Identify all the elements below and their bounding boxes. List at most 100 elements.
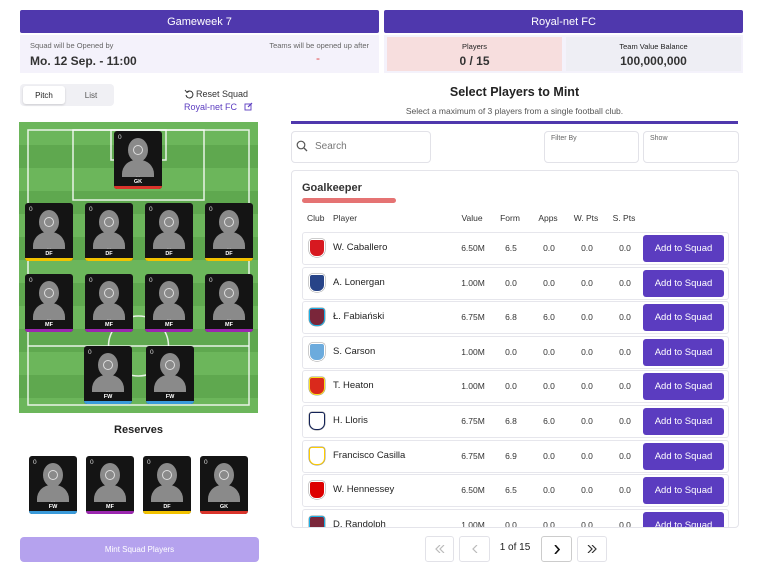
- pitch: [19, 122, 258, 413]
- position-bar: [25, 258, 73, 261]
- stat: 0.0: [543, 346, 555, 357]
- add-icon: [162, 470, 172, 480]
- position-bar: [146, 401, 194, 404]
- mint-button[interactable]: Mint Squad Players: [20, 537, 259, 562]
- filter-select[interactable]: [544, 131, 639, 163]
- player-row: Francisco Casilla 6.75M 6.9 0.0 0.0 0.0 Add to…: [302, 439, 729, 473]
- card-name: ...: [105, 388, 111, 394]
- stat: 0.0: [581, 485, 593, 496]
- tab[interactable]: List: [84, 90, 98, 100]
- position-bar: [84, 401, 132, 404]
- team-bar: Royal-net FC: [384, 10, 743, 33]
- player-row: H. Lloris 6.75M 6.8 6.0 0.0 0.0 Add to Squad: [302, 405, 729, 438]
- player-row: W. Hennessey 6.50M 6.5 0.0 0.0 0.0 Add to Squa…: [302, 474, 729, 508]
- card-name: ...: [106, 245, 112, 251]
- card-position: FW: [165, 394, 175, 400]
- date: Mo. 12 Sep. - 11:00: [30, 54, 137, 68]
- card-points: 0: [89, 206, 93, 213]
- add-icon: [164, 288, 174, 298]
- silhouette-body: [37, 485, 69, 502]
- section-underline: [302, 198, 396, 203]
- card-name: ...: [166, 316, 172, 322]
- player-card[interactable]: 0... DF: [205, 203, 253, 261]
- player-card[interactable]: 0... GK: [200, 456, 248, 514]
- player-card[interactable]: 0... MF: [205, 274, 253, 332]
- stat: 0.0: [505, 277, 517, 288]
- stat: 0.0: [543, 450, 555, 461]
- stat: 0.0: [619, 485, 631, 496]
- add-icon: [44, 217, 54, 227]
- add-button[interactable]: Add to Squad: [643, 442, 724, 470]
- player-card[interactable]: 0... MF: [25, 274, 73, 332]
- pitch-stripe: [19, 214, 258, 237]
- player-card[interactable]: 0... DF: [143, 456, 191, 514]
- card-position: DF: [225, 251, 233, 257]
- silhouette-body: [93, 232, 125, 249]
- club-badge: [309, 273, 325, 292]
- pitch-stripe: [19, 283, 258, 306]
- position-bar: [145, 329, 193, 332]
- last-page[interactable]: [577, 536, 607, 562]
- player-name: S. Carson: [333, 345, 376, 357]
- silhouette-body: [208, 485, 240, 502]
- player-card[interactable]: 0... DF: [85, 203, 133, 261]
- add-icon: [224, 217, 234, 227]
- reset-button[interactable]: Reset Squad: [196, 89, 249, 99]
- player-card[interactable]: 0... FW: [29, 456, 77, 514]
- add-button[interactable]: Add to Squad: [643, 511, 724, 527]
- column-header: Club: [307, 213, 325, 223]
- card-name: ...: [164, 498, 170, 504]
- player-card[interactable]: 0... MF: [145, 274, 193, 332]
- player-name: T. Heaton: [333, 380, 374, 392]
- add-button[interactable]: Add to Squad: [643, 269, 724, 297]
- first-page[interactable]: [425, 536, 454, 562]
- player-row: D. Randolph 1.00M 0.0 0.0 0.0 0.0 Add to Squad: [302, 508, 729, 528]
- add-button[interactable]: Add to Squad: [643, 304, 724, 332]
- team-link[interactable]: Royal-net FC: [184, 102, 238, 112]
- silhouette-body: [122, 160, 154, 177]
- player-card[interactable]: 0... DF: [145, 203, 193, 261]
- player-card[interactable]: 0... MF: [85, 274, 133, 332]
- player-card[interactable]: 0... FW: [84, 346, 132, 404]
- card-position: FW: [48, 504, 58, 510]
- column-header: Value: [461, 213, 483, 223]
- player-card[interactable]: 0... DF: [25, 203, 73, 261]
- stat: 6.0: [543, 416, 555, 426]
- prev-page[interactable]: [459, 536, 490, 562]
- card-position: GK: [133, 179, 143, 185]
- card-name: ...: [226, 316, 232, 322]
- club-badge: [309, 308, 325, 327]
- add-icon: [219, 470, 229, 480]
- card-points: 0: [149, 206, 153, 213]
- player-card[interactable]: 0... MF: [86, 456, 134, 514]
- card-position: GK: [219, 504, 229, 510]
- tab[interactable]: Pitch: [23, 86, 65, 104]
- divider: [291, 121, 738, 124]
- add-button[interactable]: Add to Squad: [643, 235, 724, 262]
- stat: 0.0: [505, 519, 517, 528]
- stat: 0.0: [505, 381, 517, 392]
- pitch-stripe: [19, 375, 258, 398]
- edit-icon[interactable]: [244, 102, 253, 111]
- player-card[interactable]: 0... FW: [146, 346, 194, 404]
- stat: 1.00M: [461, 277, 485, 288]
- add-button[interactable]: Add to Squad: [643, 477, 724, 505]
- label: Players: [461, 42, 487, 51]
- stat: 6.9: [505, 450, 517, 461]
- player-row: W. Caballero 6.50M 6.5 0.0 0.0 0.0 Add to Squa…: [302, 232, 729, 265]
- value: 100,000,000: [620, 54, 687, 68]
- position-bar: [205, 329, 253, 332]
- club-badge: [309, 239, 325, 257]
- show-select[interactable]: [643, 131, 739, 163]
- position-bar: [85, 258, 133, 261]
- next-page[interactable]: [541, 536, 572, 562]
- add-button[interactable]: Add to Squad: [643, 373, 724, 401]
- player-name: A. Lonergan: [333, 276, 385, 288]
- add-button[interactable]: Add to Squad: [643, 408, 724, 435]
- player-name: H. Lloris: [333, 415, 368, 426]
- search-box[interactable]: [291, 131, 431, 163]
- add-button[interactable]: Add to Squad: [643, 338, 724, 366]
- player-card[interactable]: 0... GK: [114, 131, 162, 189]
- card-points: 0: [204, 459, 208, 466]
- stat: 6.50M: [461, 485, 485, 496]
